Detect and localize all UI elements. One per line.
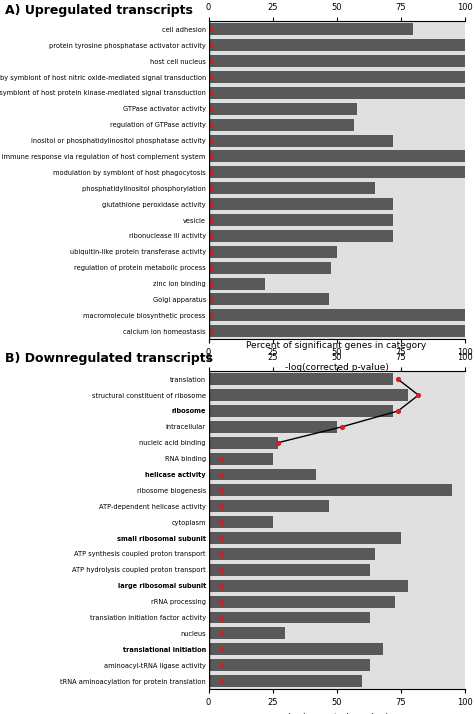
Point (218, 485, 225, 496)
Bar (209, 326, 465, 337)
Bar (209, 564, 370, 575)
Bar (209, 373, 393, 385)
Point (218, 675, 225, 687)
Point (218, 612, 225, 623)
Text: B) Downregulated transcripts: B) Downregulated transcripts (5, 352, 213, 365)
Bar (209, 405, 393, 417)
Point (207, 71, 215, 83)
Point (274, 437, 282, 448)
Bar (209, 166, 465, 178)
Point (218, 533, 225, 544)
Point (207, 326, 215, 337)
Point (218, 564, 225, 575)
Point (218, 596, 225, 608)
Point (207, 87, 215, 99)
Bar (209, 453, 273, 465)
X-axis label: -log(corrected p-value): -log(corrected p-value) (284, 363, 389, 372)
Point (207, 24, 215, 35)
Point (207, 119, 215, 131)
Bar (209, 309, 465, 321)
Point (218, 643, 225, 655)
Point (207, 293, 215, 305)
Point (415, 389, 422, 401)
Bar (209, 55, 465, 67)
Bar (209, 230, 393, 242)
Point (218, 516, 225, 528)
Bar (209, 437, 278, 448)
Bar (209, 135, 393, 146)
Bar (209, 278, 265, 289)
Bar (209, 675, 362, 687)
Bar (209, 595, 395, 608)
Bar (209, 516, 273, 528)
Bar (209, 628, 285, 639)
Point (338, 421, 346, 433)
Point (218, 628, 225, 639)
Bar (209, 262, 331, 273)
Bar (209, 501, 329, 512)
Point (207, 151, 215, 162)
X-axis label: -log(corrected p-value): -log(corrected p-value) (284, 713, 389, 714)
Bar (209, 612, 370, 623)
Point (207, 214, 215, 226)
Point (207, 56, 215, 67)
Bar (209, 485, 452, 496)
Bar (209, 24, 413, 35)
Bar (209, 39, 465, 51)
Point (207, 135, 215, 146)
Bar (209, 468, 316, 481)
Point (207, 103, 215, 114)
Bar (209, 580, 408, 592)
Point (218, 453, 225, 464)
Bar (209, 293, 329, 306)
Bar (209, 71, 465, 83)
Point (218, 501, 225, 512)
Point (218, 580, 225, 591)
Text: A) Upregulated transcripts: A) Upregulated transcripts (5, 4, 192, 16)
Point (394, 406, 402, 417)
Point (207, 278, 215, 289)
Bar (209, 151, 465, 162)
Point (394, 373, 402, 385)
Point (218, 660, 225, 671)
Point (218, 548, 225, 560)
X-axis label: Percent of significant genes in category: Percent of significant genes in category (246, 341, 427, 350)
Point (207, 230, 215, 241)
Bar (209, 87, 465, 99)
Bar (209, 119, 355, 131)
Point (207, 262, 215, 273)
Bar (209, 103, 357, 115)
Point (207, 198, 215, 210)
Bar (209, 182, 375, 194)
Bar (209, 532, 401, 544)
Bar (209, 643, 383, 655)
Point (218, 469, 225, 481)
Point (207, 39, 215, 51)
Point (207, 310, 215, 321)
Bar (209, 421, 337, 433)
Bar (209, 214, 393, 226)
Point (207, 166, 215, 178)
Bar (209, 389, 408, 401)
Bar (209, 198, 393, 210)
Point (207, 246, 215, 258)
Bar (209, 548, 375, 560)
Point (207, 183, 215, 194)
Bar (209, 659, 370, 671)
Bar (209, 246, 337, 258)
